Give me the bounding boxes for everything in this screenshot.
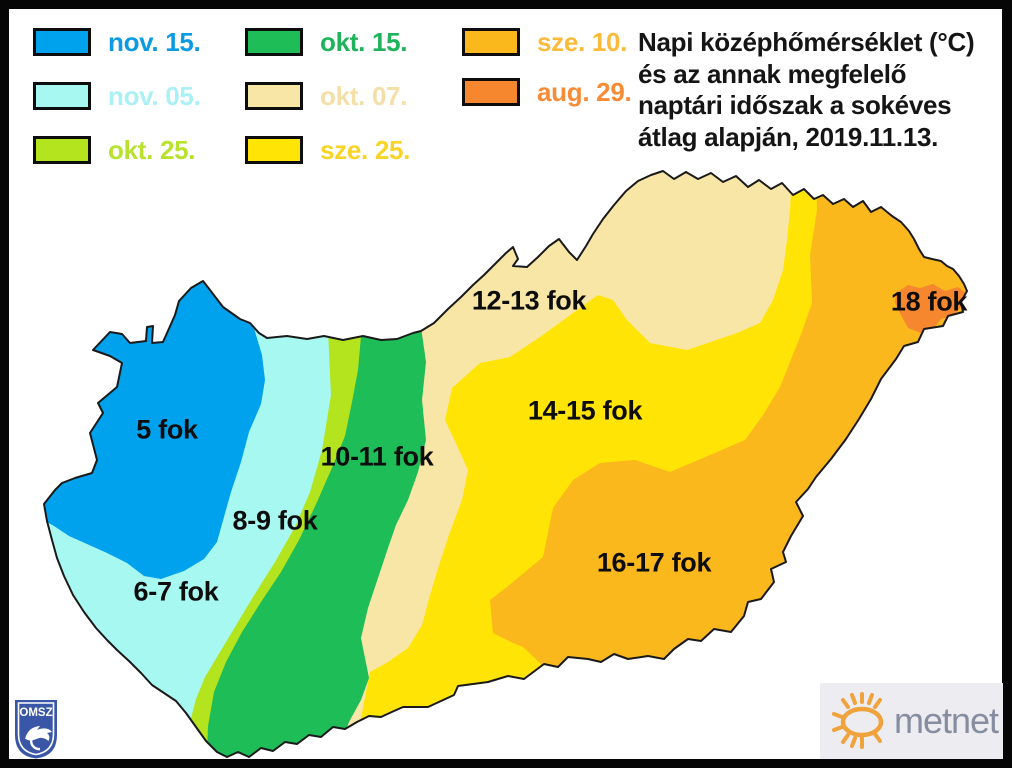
- title-line-2: és az annak megfelelő: [638, 58, 907, 89]
- legend-label-nov-05: nov. 05.: [108, 81, 201, 111]
- legend-label-nov-15: nov. 15.: [108, 27, 201, 57]
- legend-label-okt-07: okt. 07.: [320, 81, 408, 111]
- map-label-16-17-fok: 16-17 fok: [596, 547, 712, 578]
- metnet-logo-text: metnet: [894, 700, 999, 741]
- map-label-12-13-fok: 12-13 fok: [471, 285, 587, 316]
- map-title: Napi középhőmérséklet (°C) és az annak m…: [638, 27, 1008, 153]
- legend-swatch-okt-07: [245, 82, 303, 110]
- legend-swatch-sze-25: [245, 136, 303, 164]
- omsz-logo-text: OMSZ: [19, 707, 52, 719]
- legend-label-sze-10: sze. 10.: [537, 27, 628, 57]
- metnet-logo: metnet: [820, 683, 1003, 759]
- legend-swatch-aug-29: [462, 78, 520, 106]
- legend-label-okt-25: okt. 25.: [108, 135, 196, 165]
- title-line-1: Napi középhőmérséklet (°C): [638, 27, 975, 57]
- map-label-6-7-fok: 6-7 fok: [133, 576, 219, 607]
- map-label-10-11-fok: 10-11 fok: [320, 441, 434, 472]
- legend-label-okt-15: okt. 15.: [320, 27, 408, 57]
- map-label-18-fok: 18 fok: [890, 286, 968, 317]
- omsz-shield-icon: OMSZ: [15, 700, 57, 759]
- legend-swatch-okt-15: [245, 28, 303, 56]
- legend-swatch-nov-15: [33, 28, 91, 56]
- legend-swatch-sze-10: [462, 28, 520, 56]
- metnet-sun-icon: [832, 692, 884, 749]
- legend-label-sze-25: sze. 25.: [320, 135, 411, 165]
- legend-swatch-nov-05: [33, 82, 91, 110]
- legend-swatch-okt-25: [33, 136, 91, 164]
- title-line-3: naptári időszak a sokéves: [638, 90, 952, 120]
- omsz-logo: OMSZ: [14, 699, 58, 759]
- country-outline: [43, 170, 968, 758]
- title-line-4: átlag alapján, 2019.11.13.: [638, 121, 939, 152]
- region-18-fok-orange: [895, 284, 966, 333]
- map-label-5-fok: 5 fok: [136, 414, 198, 445]
- map-label-14-15-fok: 14-15 fok: [527, 395, 643, 426]
- legend-label-aug-29: aug. 29.: [537, 77, 632, 107]
- map-label-8-9-fok: 8-9 fok: [232, 505, 318, 536]
